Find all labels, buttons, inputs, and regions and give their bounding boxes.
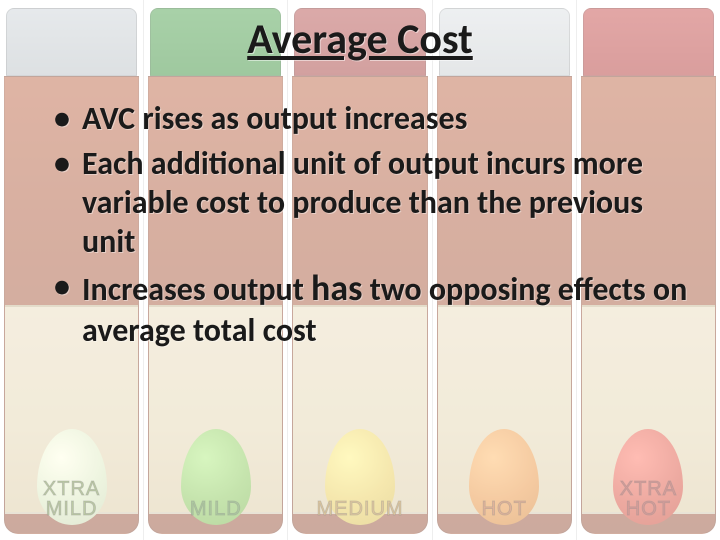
slide-title: Average Cost xyxy=(30,14,690,65)
bullet-item: Increases output has two opposing effect… xyxy=(54,267,690,350)
slide-content: Average Cost AVC rises as output increas… xyxy=(0,0,720,540)
bullet-item: AVC rises as output increases xyxy=(54,99,690,138)
bullet-list: AVC rises as output increases Each addit… xyxy=(30,99,690,350)
bullet-item: Each additional unit of output incurs mo… xyxy=(54,144,690,261)
bullet-text: Increases output has two opposing effect… xyxy=(82,270,687,350)
